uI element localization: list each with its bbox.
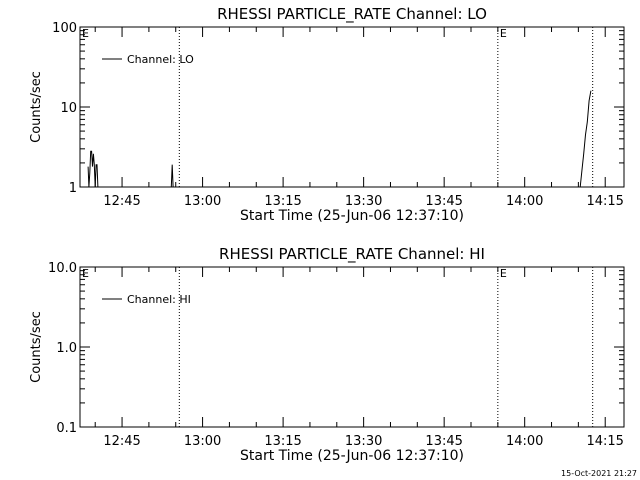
series-line: [87, 150, 101, 188]
series-line: [579, 90, 592, 188]
x-tick-label: 14:00: [506, 194, 543, 209]
y-tick-label: 0.1: [56, 421, 77, 436]
x-tick-label: 13:15: [264, 434, 301, 449]
event-label: E: [82, 267, 89, 280]
x-tick-label: 14:15: [586, 194, 623, 209]
footer-date: 15-Oct-2021 21:27: [561, 469, 637, 478]
y-axis-label: Counts/sec: [29, 311, 44, 383]
y-tick-label: 10.0: [48, 261, 77, 276]
x-axis-label: Start Time (25-Jun-06 12:37:10): [240, 208, 464, 224]
x-tick-label: 13:45: [425, 194, 462, 209]
event-label: E: [500, 27, 507, 40]
x-tick-label: 12:45: [103, 194, 140, 209]
event-label: E: [500, 267, 507, 280]
x-tick-label: 13:15: [264, 194, 301, 209]
x-tick-label: 14:00: [506, 434, 543, 449]
panel-hi: RHESSI PARTICLE_RATE Channel: HI 0.1 1.0 10…: [29, 245, 625, 464]
y-tick-label: 100: [52, 21, 77, 36]
x-tick-label: 13:00: [184, 434, 221, 449]
legend-label: Channel: LO: [127, 53, 194, 66]
x-tick-label: 13:00: [184, 194, 221, 209]
plot-frame: [79, 26, 625, 188]
y-tick-label: 1.0: [56, 341, 77, 356]
x-tick-label: 14:15: [586, 434, 623, 449]
event-label: E: [82, 27, 89, 40]
y-tick-label: 1: [69, 181, 77, 196]
x-tick-label: 13:45: [425, 434, 462, 449]
x-axis-label: Start Time (25-Jun-06 12:37:10): [240, 448, 464, 464]
x-tick-label: 12:45: [103, 434, 140, 449]
legend-label: Channel: HI: [127, 293, 191, 306]
series-line: [170, 164, 174, 188]
x-tick-label: 13:30: [345, 434, 382, 449]
y-axis-label: Counts/sec: [29, 71, 44, 143]
plot-frame: [79, 266, 625, 428]
chart-title: RHESSI PARTICLE_RATE Channel: HI: [219, 245, 485, 264]
y-tick-label: 10: [60, 101, 77, 116]
x-tick-label: 13:30: [345, 194, 382, 209]
panel-lo: RHESSI PARTICLE_RATE Channel: LO 1 10 100 12…: [29, 5, 625, 224]
chart-title: RHESSI PARTICLE_RATE Channel: LO: [217, 5, 487, 24]
